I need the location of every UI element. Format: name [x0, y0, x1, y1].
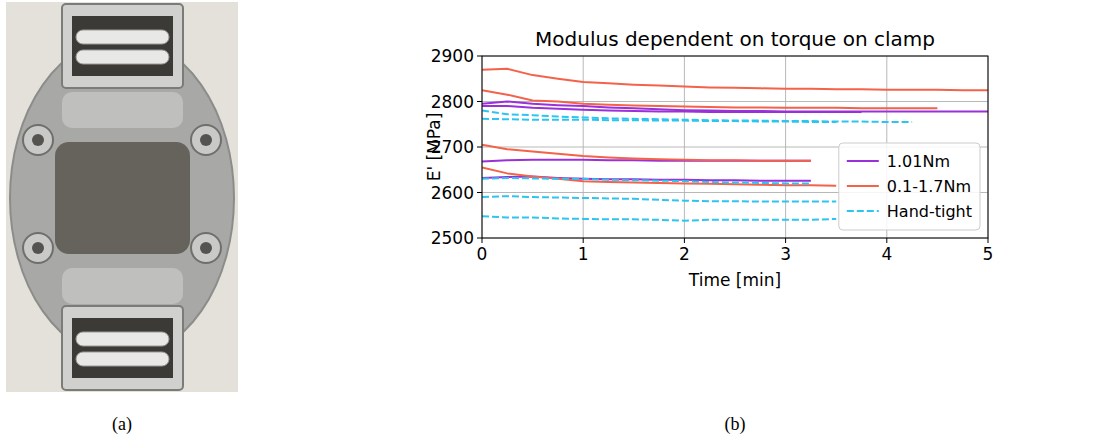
clamp-frame: [62, 306, 183, 390]
legend-label: 1.01Nm: [887, 152, 950, 171]
screw: [191, 233, 221, 263]
tick: [785, 238, 786, 243]
tick: [477, 101, 482, 102]
tick-label: 4: [881, 244, 892, 264]
upper-bar: [62, 92, 183, 128]
center-slot: [55, 142, 190, 254]
figure: (a)(b)01234525002600270028002900Modulus …: [0, 0, 1113, 448]
series-line: [482, 167, 836, 185]
photo-background: [6, 2, 238, 392]
roller: [76, 332, 169, 346]
axes-frame: [482, 56, 988, 238]
legend-label: Hand-tight: [887, 202, 972, 221]
clamp-opening: [72, 318, 173, 378]
tick: [886, 238, 887, 243]
screw-socket: [200, 134, 212, 146]
chart: 01234525002600270028002900Modulus depend…: [424, 27, 993, 290]
clamp-opening: [72, 16, 173, 76]
series-line: [482, 90, 937, 108]
series-line: [482, 69, 988, 90]
series-line: [482, 178, 811, 183]
axis-title: Time [min]: [688, 270, 781, 290]
tick-label: 2500: [431, 228, 474, 248]
series-line: [482, 145, 811, 161]
legend-swatch: [847, 210, 879, 212]
tick: [477, 238, 482, 239]
tick: [477, 56, 482, 57]
tick-label: 0: [477, 244, 488, 264]
screw-socket: [32, 134, 44, 146]
clamp-frame: [62, 4, 183, 88]
tick: [477, 147, 482, 148]
legend-box: [839, 143, 980, 230]
panel-label: (a): [112, 414, 132, 435]
tick-label: 5: [983, 244, 994, 264]
series-line: [482, 111, 912, 122]
clamp-photo: [6, 2, 238, 392]
series-line: [482, 196, 836, 201]
tick-label: 2900: [431, 46, 474, 66]
panel-label: (b): [725, 414, 746, 435]
tick: [477, 192, 482, 193]
tick: [482, 238, 483, 243]
tick: [684, 238, 685, 243]
screw: [23, 125, 53, 155]
screw-socket: [200, 242, 212, 254]
tick: [988, 238, 989, 243]
lower-bar: [62, 268, 183, 304]
legend-swatch: [847, 160, 879, 162]
legend-swatch: [847, 185, 879, 187]
screw: [191, 125, 221, 155]
roller: [76, 30, 169, 44]
series-line: [482, 216, 836, 221]
tick-label: 1: [578, 244, 589, 264]
tick-label: 2800: [431, 92, 474, 112]
screw-socket: [32, 242, 44, 254]
series-line: [482, 119, 836, 122]
chart-title: Modulus dependent on torque on clamp: [535, 27, 935, 51]
screw: [23, 233, 53, 263]
tick-label: 2: [679, 244, 690, 264]
plot-area: [482, 56, 988, 238]
legend-label: 0.1-1.7Nm: [887, 177, 971, 196]
tick-label: 3: [780, 244, 791, 264]
roller: [76, 352, 169, 366]
legend: 1.01Nm 0.1-1.7Nm Hand-tight: [839, 143, 980, 230]
axis-title: E' [MPa]: [424, 113, 444, 182]
tick: [583, 238, 584, 243]
roller: [76, 50, 169, 64]
tick-label: 2600: [431, 183, 474, 203]
